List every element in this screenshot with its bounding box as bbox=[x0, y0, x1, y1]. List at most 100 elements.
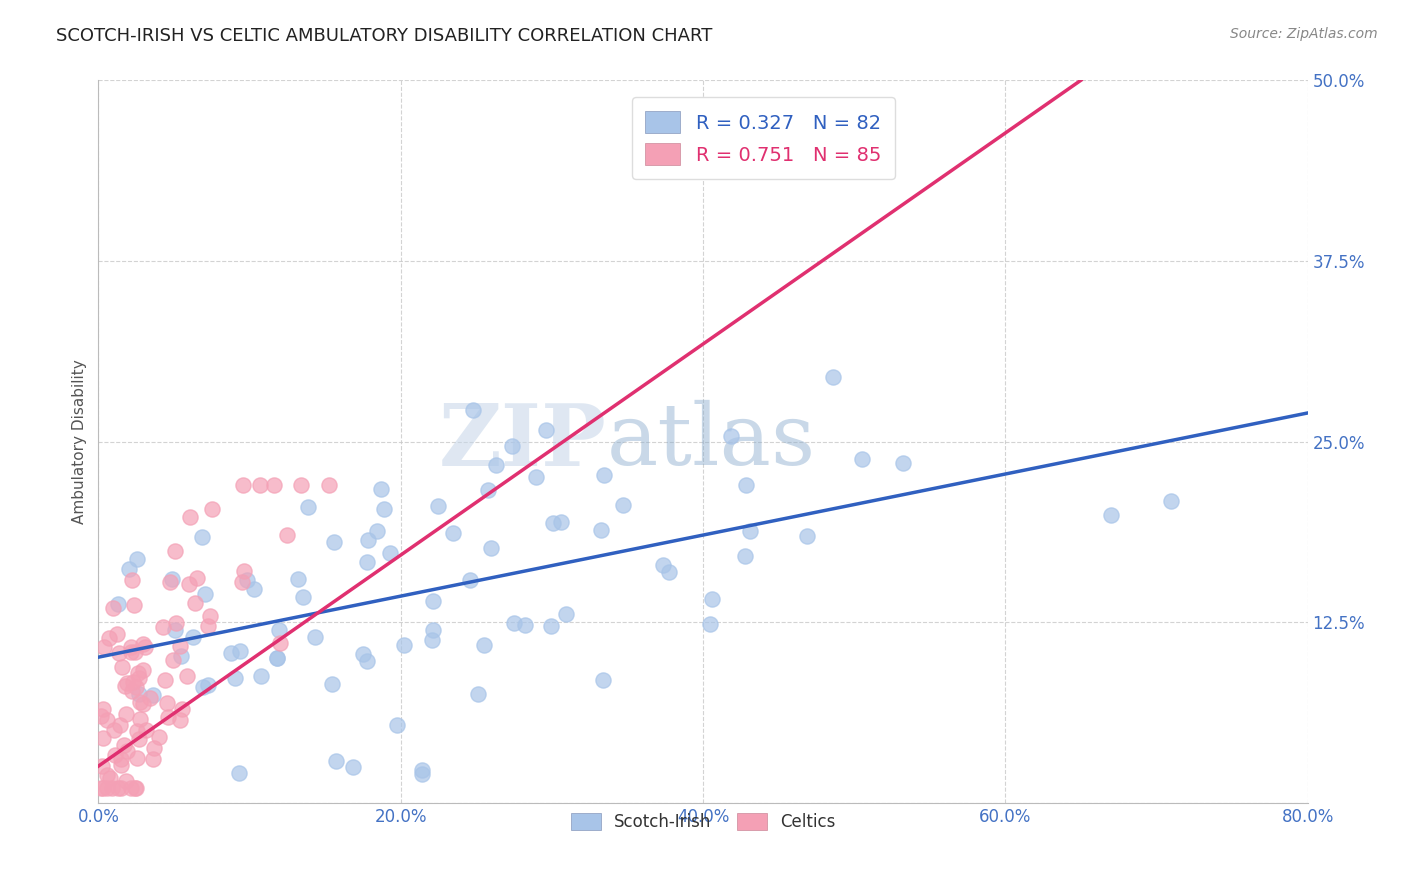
Point bbox=[287, 572, 309, 586]
Point bbox=[125, 552, 148, 566]
Point bbox=[90, 709, 112, 723]
Point bbox=[129, 712, 152, 726]
Legend: Scotch-Irish, Celtics: Scotch-Irish, Celtics bbox=[564, 806, 842, 838]
Point bbox=[342, 760, 364, 774]
Point bbox=[125, 724, 148, 739]
Text: ZIP: ZIP bbox=[439, 400, 606, 483]
Point bbox=[290, 478, 312, 492]
Point bbox=[135, 723, 157, 737]
Point bbox=[117, 744, 139, 758]
Point bbox=[165, 624, 187, 638]
Point bbox=[524, 470, 547, 484]
Point bbox=[472, 638, 495, 652]
Point bbox=[503, 615, 526, 630]
Point bbox=[541, 516, 564, 530]
Point bbox=[194, 586, 217, 600]
Point bbox=[125, 781, 148, 796]
Text: SCOTCH-IRISH VS CELTIC AMBULATORY DISABILITY CORRELATION CHART: SCOTCH-IRISH VS CELTIC AMBULATORY DISABI… bbox=[56, 27, 713, 45]
Point bbox=[823, 370, 845, 384]
Point bbox=[304, 630, 326, 644]
Point bbox=[796, 529, 818, 543]
Point bbox=[458, 573, 481, 587]
Point bbox=[91, 781, 114, 796]
Point bbox=[142, 740, 165, 755]
Point bbox=[165, 544, 187, 558]
Point bbox=[411, 767, 433, 781]
Point bbox=[276, 528, 298, 542]
Point bbox=[134, 640, 156, 654]
Point bbox=[120, 781, 142, 796]
Point bbox=[162, 653, 184, 667]
Point bbox=[132, 663, 155, 677]
Point bbox=[555, 607, 578, 621]
Point bbox=[420, 632, 443, 647]
Point bbox=[297, 500, 319, 514]
Point bbox=[231, 574, 253, 589]
Point bbox=[124, 645, 146, 659]
Point bbox=[232, 478, 254, 492]
Point bbox=[177, 577, 200, 591]
Point bbox=[96, 781, 118, 796]
Point bbox=[191, 530, 214, 544]
Point bbox=[120, 644, 142, 658]
Point bbox=[734, 478, 756, 492]
Point bbox=[513, 618, 536, 632]
Point bbox=[165, 616, 187, 631]
Point bbox=[132, 698, 155, 712]
Point bbox=[550, 515, 572, 529]
Point bbox=[266, 651, 288, 665]
Point bbox=[357, 533, 380, 547]
Point bbox=[142, 752, 165, 766]
Point bbox=[108, 646, 131, 660]
Y-axis label: Ambulatory Disability: Ambulatory Disability bbox=[72, 359, 87, 524]
Point bbox=[107, 597, 129, 611]
Point bbox=[110, 781, 132, 796]
Point bbox=[352, 647, 374, 661]
Point bbox=[176, 669, 198, 683]
Point bbox=[224, 671, 246, 685]
Point bbox=[107, 781, 129, 796]
Point bbox=[392, 638, 415, 652]
Point bbox=[467, 687, 489, 701]
Point bbox=[139, 690, 162, 705]
Point bbox=[101, 781, 124, 796]
Point bbox=[128, 671, 150, 685]
Point bbox=[197, 618, 219, 632]
Point bbox=[699, 617, 721, 632]
Point bbox=[110, 758, 132, 772]
Point bbox=[356, 654, 378, 668]
Point bbox=[110, 752, 132, 766]
Point bbox=[122, 674, 145, 689]
Point bbox=[734, 549, 756, 563]
Point bbox=[162, 572, 184, 586]
Point bbox=[148, 730, 170, 744]
Point bbox=[96, 767, 118, 781]
Point bbox=[96, 713, 118, 727]
Point bbox=[105, 626, 128, 640]
Point bbox=[114, 679, 136, 693]
Point bbox=[411, 763, 433, 777]
Text: Source: ZipAtlas.com: Source: ZipAtlas.com bbox=[1230, 27, 1378, 41]
Point bbox=[461, 403, 484, 417]
Point bbox=[652, 558, 675, 572]
Point bbox=[325, 754, 347, 768]
Point bbox=[121, 574, 143, 588]
Point bbox=[891, 456, 914, 470]
Point bbox=[156, 710, 179, 724]
Point bbox=[373, 502, 395, 516]
Text: atlas: atlas bbox=[606, 400, 815, 483]
Point bbox=[1099, 508, 1122, 522]
Point bbox=[540, 619, 562, 633]
Point bbox=[112, 738, 135, 752]
Point bbox=[589, 523, 612, 537]
Point bbox=[186, 571, 208, 585]
Point bbox=[125, 751, 148, 765]
Point bbox=[128, 732, 150, 747]
Point bbox=[232, 565, 254, 579]
Point bbox=[380, 545, 402, 559]
Point bbox=[181, 630, 204, 644]
Point bbox=[101, 601, 124, 615]
Point bbox=[242, 582, 264, 596]
Point bbox=[249, 668, 271, 682]
Point bbox=[593, 467, 616, 482]
